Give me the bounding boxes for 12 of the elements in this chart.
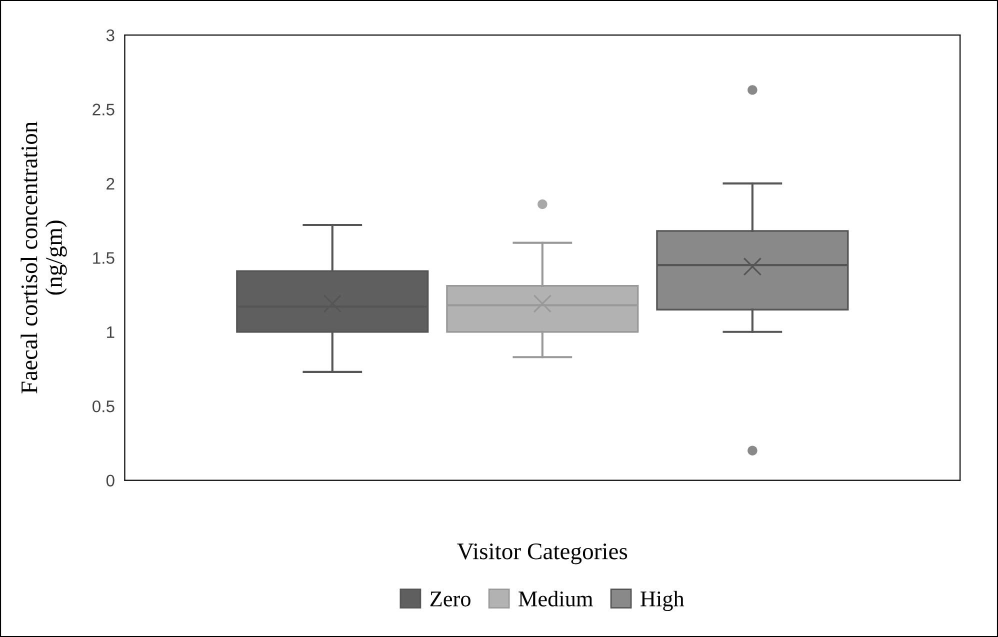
legend-label: Medium xyxy=(518,590,593,606)
y-tick-label: 2 xyxy=(106,178,114,190)
y-axis-title: Faecal cortisol concentration (ng/gm) xyxy=(20,122,67,394)
y-tick-label: 2.5 xyxy=(92,104,114,116)
x-axis-title: Visitor Categories xyxy=(457,543,628,564)
y-tick-label: 3 xyxy=(106,29,114,42)
y-tick-label: 1.5 xyxy=(93,252,114,264)
y-tick-label: 1 xyxy=(107,326,114,338)
y-tick-label: 0.5 xyxy=(92,400,114,412)
y-tick-label: 0 xyxy=(106,474,114,486)
legend-label: High xyxy=(640,590,684,612)
legend-label: Zero xyxy=(430,592,470,606)
